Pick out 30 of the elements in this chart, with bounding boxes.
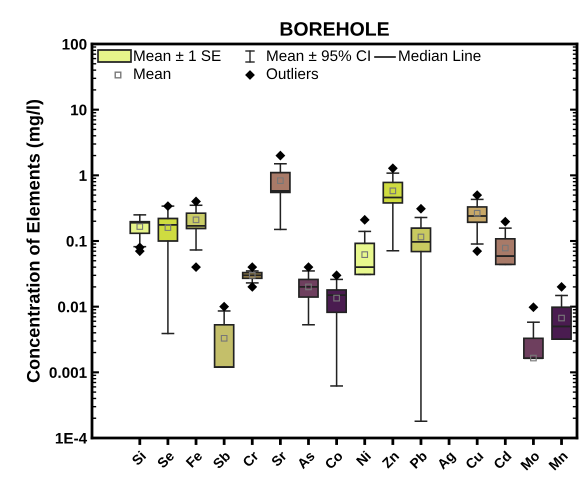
x-tick-label: Fe	[186, 450, 203, 468]
annotation: Outliers	[266, 68, 318, 80]
x-tick-label: Cd	[492, 450, 512, 470]
x-tick-label: Ag	[436, 450, 458, 472]
y-tick-label: 1E-4	[56, 433, 88, 444]
y-tick-label: 1	[80, 170, 87, 181]
annotation: Mean	[134, 68, 170, 80]
y-tick-label: 100	[62, 38, 87, 50]
x-tick-label: Zn	[381, 450, 400, 469]
x-tick-label: Co	[324, 450, 344, 470]
x-tick-label: Si	[130, 450, 146, 466]
y-axis-title: Concentration of Elements (mg/l)	[26, 100, 44, 382]
x-tick-label: Ni	[356, 450, 372, 466]
x-tick-label: Cr	[242, 450, 260, 468]
x-tick-label: Cu	[464, 450, 484, 470]
x-tick-label: Sb	[212, 450, 231, 470]
x-tick-label: Se	[156, 450, 175, 469]
y-tick-label: 0.01	[58, 302, 87, 312]
chart-title: BOREHOLE	[280, 22, 389, 36]
annotation: Median Line	[399, 50, 481, 62]
x-tick-label: Sr	[270, 450, 288, 468]
y-tick-label: 0.1	[66, 236, 87, 247]
x-tick-label: Mn	[548, 450, 568, 470]
x-tick-label: As	[296, 450, 316, 470]
y-tick-label: 0.001	[50, 367, 87, 378]
x-tick-label: Mo	[520, 450, 540, 471]
annotation: Mean ± 95% CI	[267, 50, 370, 62]
y-tick-label: 10	[71, 104, 87, 116]
x-tick-label: Pb	[409, 450, 428, 469]
annotation: Mean ± 1 SE	[134, 50, 221, 62]
